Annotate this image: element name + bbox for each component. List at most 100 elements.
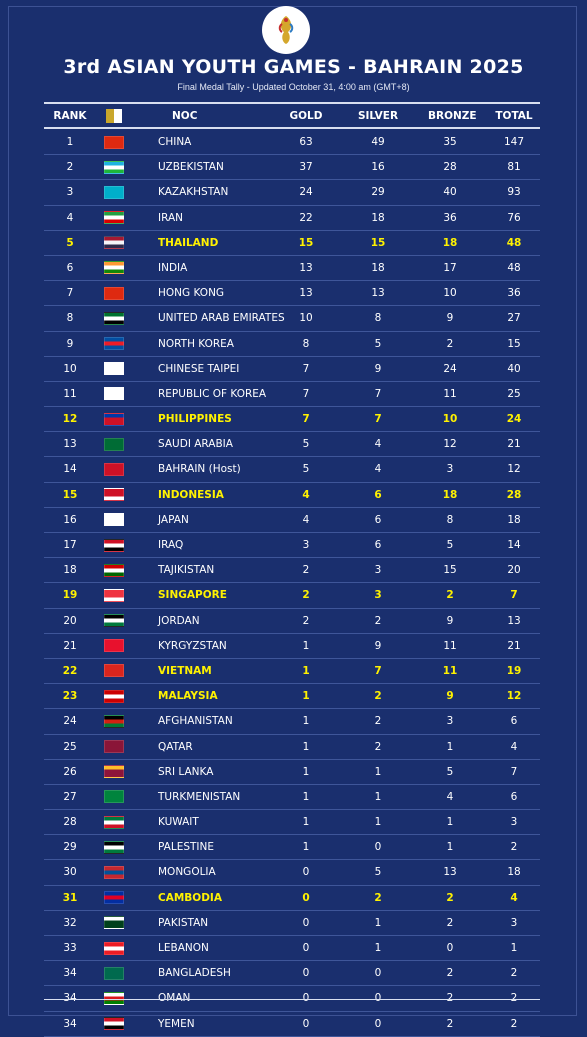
silver-count-cell: 3 bbox=[374, 589, 382, 602]
flag-cell bbox=[104, 231, 124, 255]
country-flag-icon bbox=[104, 286, 124, 300]
country-name-cell: TAJIKISTAN bbox=[158, 564, 215, 577]
rank-cell: 18 bbox=[63, 564, 77, 577]
flag-cell bbox=[104, 533, 124, 557]
country-name-cell: KUWAIT bbox=[158, 816, 199, 829]
table-row: 34 YEMEN 0 0 2 2 bbox=[44, 1012, 540, 1037]
table-row: 22 VIETNAM 1 7 11 19 bbox=[44, 659, 540, 685]
rank-cell: 33 bbox=[63, 942, 77, 954]
rank-cell: 25 bbox=[63, 740, 77, 753]
column-header-bronze: BRONZE bbox=[428, 110, 477, 122]
flag-cell bbox=[104, 407, 124, 431]
header-top-divider bbox=[44, 102, 540, 104]
rank-cell: 15 bbox=[62, 488, 78, 501]
bronze-count-cell: 28 bbox=[443, 161, 457, 174]
flag-cell bbox=[104, 206, 124, 230]
bronze-count-cell: 18 bbox=[442, 488, 458, 501]
page-subtitle: Final Medal Tally - Updated October 31, … bbox=[177, 82, 410, 92]
table-row: 17 IRAQ 3 6 5 14 bbox=[44, 533, 540, 559]
silver-count-cell: 4 bbox=[374, 463, 382, 476]
country-flag-icon bbox=[104, 966, 124, 980]
silver-count-cell: 9 bbox=[374, 362, 382, 375]
silver-count-cell: 5 bbox=[374, 337, 382, 350]
country-name-cell: PHILIPPINES bbox=[158, 413, 232, 426]
silver-count-cell: 2 bbox=[374, 891, 382, 904]
rank-cell: 13 bbox=[63, 438, 77, 451]
silver-count-cell: 1 bbox=[374, 916, 382, 929]
bronze-count-cell: 9 bbox=[446, 312, 454, 325]
page-title: 3rd ASIAN YOUTH GAMES - BAHRAIN 2025 bbox=[63, 56, 524, 78]
gold-count-cell: 1 bbox=[302, 740, 310, 753]
country-name-cell: UNITED ARAB EMIRATES bbox=[158, 312, 285, 325]
country-name-cell: HONG KONG bbox=[158, 287, 225, 300]
bronze-count-cell: 2 bbox=[446, 589, 454, 602]
bronze-count-cell: 10 bbox=[443, 287, 457, 300]
table-row: 21 KYRGYZSTAN 1 9 11 21 bbox=[44, 634, 540, 659]
gold-count-cell: 5 bbox=[302, 438, 310, 451]
total-count-cell: 18 bbox=[507, 866, 521, 879]
table-row: 1 CHINA 63 49 35 147 bbox=[44, 130, 540, 156]
flag-cell bbox=[104, 886, 124, 910]
table-row: 18 TAJIKISTAN 2 3 15 20 bbox=[44, 558, 540, 584]
country-name-cell: SAUDI ARABIA bbox=[158, 438, 233, 451]
rank-cell: 6 bbox=[66, 261, 74, 274]
flag-cell bbox=[104, 332, 124, 356]
country-flag-icon bbox=[104, 387, 124, 401]
country-name-cell: UZBEKISTAN bbox=[158, 161, 224, 174]
gold-count-cell: 15 bbox=[298, 236, 314, 249]
flag-cell bbox=[104, 735, 124, 759]
total-count-cell: 7 bbox=[510, 589, 518, 602]
silver-count-cell: 1 bbox=[374, 816, 382, 829]
table-row: 15 INDONESIA 4 6 18 28 bbox=[44, 483, 540, 508]
country-flag-icon bbox=[104, 462, 124, 476]
rank-cell: 7 bbox=[66, 287, 74, 300]
games-logo bbox=[262, 6, 310, 54]
total-count-cell: 7 bbox=[510, 765, 518, 778]
country-flag-icon bbox=[104, 337, 124, 350]
bronze-count-cell: 5 bbox=[446, 539, 454, 551]
country-flag-icon bbox=[104, 588, 124, 602]
flag-cell bbox=[104, 583, 124, 607]
gold-count-cell: 1 bbox=[302, 765, 310, 778]
column-header-silver: SILVER bbox=[357, 110, 399, 122]
silver-count-cell: 6 bbox=[374, 513, 382, 526]
flag-cell bbox=[104, 709, 124, 733]
bronze-count-cell: 36 bbox=[443, 211, 457, 224]
bronze-count-cell: 4 bbox=[446, 790, 454, 803]
country-name-cell: IRAN bbox=[158, 211, 184, 224]
country-name-cell: JORDAN bbox=[158, 614, 200, 627]
country-flag-icon bbox=[104, 488, 124, 502]
country-name-cell: JAPAN bbox=[158, 513, 189, 526]
bronze-count-cell: 15 bbox=[443, 564, 457, 577]
gold-count-cell: 1 bbox=[302, 715, 310, 728]
flag-cell bbox=[104, 256, 124, 280]
table-row: 9 NORTH KOREA 8 5 2 15 bbox=[44, 332, 540, 357]
rank-cell: 30 bbox=[63, 866, 77, 879]
rank-cell: 9 bbox=[66, 337, 74, 350]
gold-count-cell: 1 bbox=[302, 639, 310, 652]
gold-count-cell: 2 bbox=[302, 614, 310, 627]
silver-count-cell: 18 bbox=[371, 211, 385, 224]
country-flag-icon bbox=[104, 891, 124, 905]
total-count-cell: 2 bbox=[510, 967, 518, 980]
rank-cell: 1 bbox=[66, 136, 74, 148]
bronze-count-cell: 35 bbox=[443, 136, 457, 148]
silver-count-cell: 0 bbox=[356, 986, 400, 1010]
bronze-count-cell: 13 bbox=[443, 866, 457, 879]
total-count-cell: 48 bbox=[506, 236, 522, 249]
flags-icon bbox=[106, 109, 122, 123]
silver-count-cell: 1 bbox=[374, 790, 382, 803]
country-flag-icon bbox=[104, 135, 124, 149]
silver-count-cell: 16 bbox=[371, 161, 385, 174]
flag-cell bbox=[104, 130, 124, 154]
flag-cell bbox=[104, 306, 124, 330]
silver-count-cell: 8 bbox=[374, 312, 382, 325]
header-bottom-divider bbox=[44, 127, 540, 129]
flag-cell bbox=[104, 911, 124, 935]
flag-cell bbox=[104, 860, 124, 884]
flag-cell bbox=[104, 634, 124, 658]
country-flag-icon bbox=[104, 160, 124, 174]
silver-count-cell: 5 bbox=[374, 866, 382, 879]
rank-cell: 21 bbox=[63, 639, 77, 652]
country-flag-icon bbox=[104, 563, 124, 577]
